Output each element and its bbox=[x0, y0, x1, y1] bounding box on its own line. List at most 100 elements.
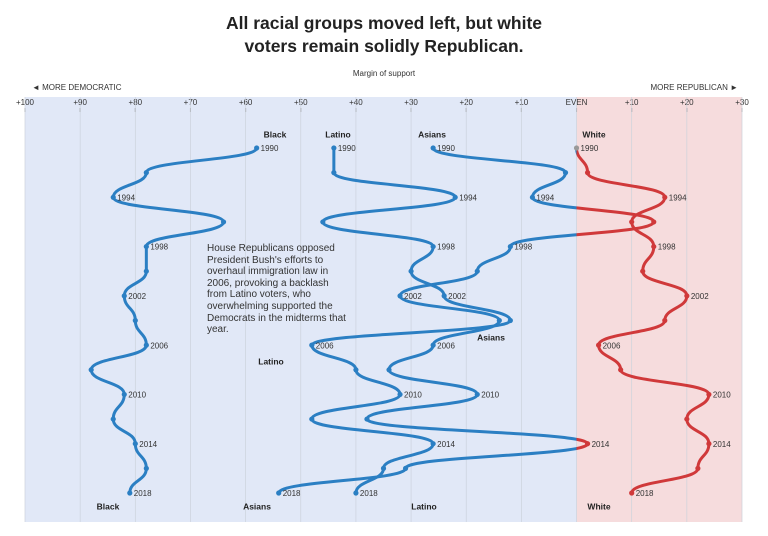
year-label: 2018 bbox=[636, 489, 654, 498]
point bbox=[629, 490, 635, 496]
point bbox=[496, 317, 502, 324]
point bbox=[584, 170, 591, 176]
point bbox=[618, 367, 624, 373]
year-label: 2010 bbox=[404, 391, 422, 400]
year-label: 2002 bbox=[128, 292, 146, 301]
year-label: 2014 bbox=[437, 440, 455, 449]
point bbox=[331, 145, 337, 151]
point bbox=[684, 416, 690, 422]
point bbox=[474, 268, 480, 274]
year-label: 2010 bbox=[481, 391, 499, 400]
series-label-mid: Latino bbox=[258, 356, 284, 366]
chart-title: All racial groups moved left, but white … bbox=[225, 13, 543, 56]
point bbox=[132, 317, 138, 324]
year-label: 2002 bbox=[404, 292, 422, 301]
year-label: 2014 bbox=[139, 440, 157, 449]
point bbox=[127, 490, 133, 496]
subtitle: Margin of support bbox=[353, 69, 416, 78]
year-label: 2002 bbox=[691, 292, 709, 301]
year-label: 2018 bbox=[134, 489, 152, 498]
point bbox=[529, 194, 536, 200]
point bbox=[584, 441, 591, 447]
year-label: 2010 bbox=[713, 391, 731, 400]
series-label-bottom: Latino bbox=[411, 501, 437, 511]
point bbox=[629, 219, 635, 225]
point bbox=[320, 219, 326, 225]
point bbox=[651, 219, 657, 225]
point bbox=[364, 416, 370, 422]
point bbox=[706, 391, 712, 398]
year-label: 1998 bbox=[658, 243, 676, 252]
point bbox=[507, 317, 513, 324]
point bbox=[662, 317, 668, 324]
point bbox=[132, 441, 138, 447]
year-label: 1990 bbox=[261, 144, 279, 153]
point bbox=[220, 219, 227, 225]
year-label: 1994 bbox=[536, 193, 554, 202]
series-label-bottom: Black bbox=[97, 501, 120, 511]
point bbox=[397, 293, 403, 299]
point bbox=[695, 465, 701, 471]
point bbox=[402, 465, 409, 471]
point bbox=[353, 490, 359, 496]
point bbox=[121, 391, 127, 398]
year-label: 1998 bbox=[437, 243, 455, 252]
point bbox=[276, 490, 282, 496]
point bbox=[143, 268, 149, 274]
point bbox=[662, 194, 668, 200]
year-label: 1998 bbox=[150, 243, 168, 252]
year-label: 2018 bbox=[360, 489, 378, 498]
year-label: 2006 bbox=[603, 341, 621, 350]
point bbox=[309, 416, 315, 422]
point bbox=[562, 170, 569, 176]
point bbox=[331, 170, 337, 176]
point bbox=[143, 342, 149, 348]
point bbox=[254, 145, 260, 151]
point bbox=[430, 342, 436, 348]
year-label: 1994 bbox=[117, 193, 135, 202]
year-label: 2002 bbox=[448, 292, 466, 301]
title-box: All racial groups moved left, but white … bbox=[0, 12, 768, 58]
year-label: 1990 bbox=[581, 144, 599, 153]
year-label: 2006 bbox=[150, 341, 168, 350]
year-label: 1994 bbox=[669, 193, 687, 202]
point bbox=[474, 391, 480, 398]
point bbox=[408, 268, 414, 274]
point bbox=[110, 194, 116, 200]
point bbox=[380, 465, 387, 471]
year-label: 2014 bbox=[713, 440, 731, 449]
right-label: MORE REPUBLICAN ► bbox=[651, 83, 739, 92]
point bbox=[706, 441, 712, 447]
year-label: 2014 bbox=[592, 440, 610, 449]
point bbox=[651, 243, 657, 250]
republican-band bbox=[576, 97, 742, 522]
point bbox=[452, 194, 458, 200]
point bbox=[430, 145, 436, 151]
series-label-bottom: Asians bbox=[243, 501, 271, 511]
series-label-mid: Asians bbox=[477, 332, 505, 342]
point bbox=[507, 243, 513, 250]
series-label-top: Asians bbox=[418, 129, 446, 139]
point bbox=[143, 465, 149, 471]
point bbox=[309, 342, 315, 348]
year-label: 1990 bbox=[437, 144, 455, 153]
series-label-top: Latino bbox=[325, 129, 351, 139]
point bbox=[430, 441, 436, 447]
point bbox=[430, 243, 436, 250]
point bbox=[353, 367, 359, 373]
point bbox=[684, 293, 690, 299]
point bbox=[143, 243, 149, 250]
series-label-top: White bbox=[582, 129, 605, 139]
left-label: ◄ MORE DEMOCRATIC bbox=[32, 83, 122, 92]
year-label: 2018 bbox=[283, 489, 301, 498]
point bbox=[596, 342, 602, 348]
point bbox=[640, 268, 646, 274]
year-label: 2006 bbox=[316, 341, 334, 350]
point bbox=[441, 293, 447, 299]
point bbox=[88, 367, 94, 373]
annotation: House Republicans opposed President Bush… bbox=[207, 243, 346, 336]
year-label: 2006 bbox=[437, 341, 455, 350]
year-label: 1994 bbox=[459, 193, 477, 202]
